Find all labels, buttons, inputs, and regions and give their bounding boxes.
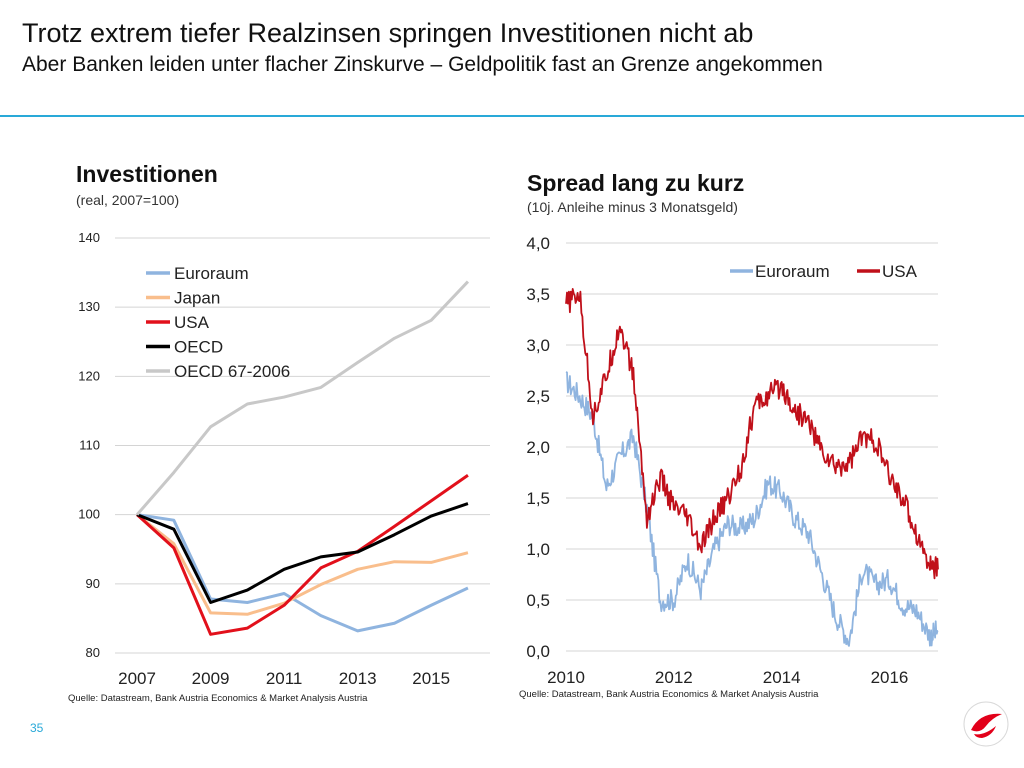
x-tick-label: 2009 [192, 669, 230, 688]
header-divider [0, 115, 1024, 117]
page-title: Trotz extrem tiefer Realzinsen springen … [22, 18, 754, 48]
x-tick-label: 2012 [655, 668, 693, 687]
legend-label: Euroraum [174, 264, 249, 283]
x-tick-label: 2016 [871, 668, 909, 687]
y-tick-label: 2,0 [526, 438, 550, 457]
x-tick-label: 2007 [118, 669, 156, 688]
series-line-euroraum [136, 513, 469, 633]
y-tick-label: 2,5 [526, 387, 550, 406]
legend-label: OECD [174, 338, 223, 357]
legend-label: USA [174, 313, 210, 332]
page-subtitle: Aber Banken leiden unter flacher Zinskur… [22, 53, 823, 76]
series-line-oecd [136, 502, 469, 605]
series-line-oecd-67-2006 [135, 280, 470, 516]
y-tick-label: 1,0 [526, 540, 550, 559]
y-tick-label: 1,5 [526, 489, 550, 508]
series-line-usa [136, 474, 469, 636]
legend-label: OECD 67-2006 [174, 362, 290, 381]
y-tick-label: 0,0 [526, 642, 550, 661]
x-tick-label: 2013 [339, 669, 377, 688]
x-tick-label: 2010 [547, 668, 585, 687]
y-tick-label: 3,0 [526, 336, 550, 355]
x-tick-label: 2015 [412, 669, 450, 688]
chart1-source: Quelle: Datastream, Bank Austria Economi… [68, 693, 368, 704]
chart1-subtitle: (real, 2007=100) [76, 192, 180, 208]
y-tick-label: 140 [78, 230, 100, 245]
legend-label: Japan [174, 289, 220, 308]
series-line-japan [136, 513, 469, 616]
y-tick-label: 3,5 [526, 285, 550, 304]
chart2-source: Quelle: Datastream, Bank Austria Economi… [519, 689, 819, 700]
chart2-title: Spread lang zu kurz [527, 170, 745, 196]
y-tick-label: 80 [86, 645, 100, 660]
y-tick-label: 4,0 [526, 234, 550, 253]
y-tick-label: 90 [86, 576, 100, 591]
x-tick-label: 2014 [763, 668, 801, 687]
bank-logo-icon [963, 701, 1009, 747]
x-tick-label: 2011 [266, 669, 303, 688]
chart2-subtitle: (10j. Anleihe minus 3 Monatsgeld) [527, 199, 738, 215]
y-tick-label: 120 [78, 368, 100, 383]
y-tick-label: 130 [78, 299, 100, 314]
y-tick-label: 0,5 [526, 591, 550, 610]
page-number: 35 [30, 721, 44, 735]
y-tick-label: 100 [78, 507, 100, 522]
chart1-title: Investitionen [76, 161, 218, 187]
series-line-usa [565, 287, 939, 580]
legend-label: USA [882, 262, 918, 281]
legend-label: Euroraum [755, 262, 830, 281]
series-line-euroraum [565, 371, 939, 647]
y-tick-label: 110 [79, 438, 100, 453]
